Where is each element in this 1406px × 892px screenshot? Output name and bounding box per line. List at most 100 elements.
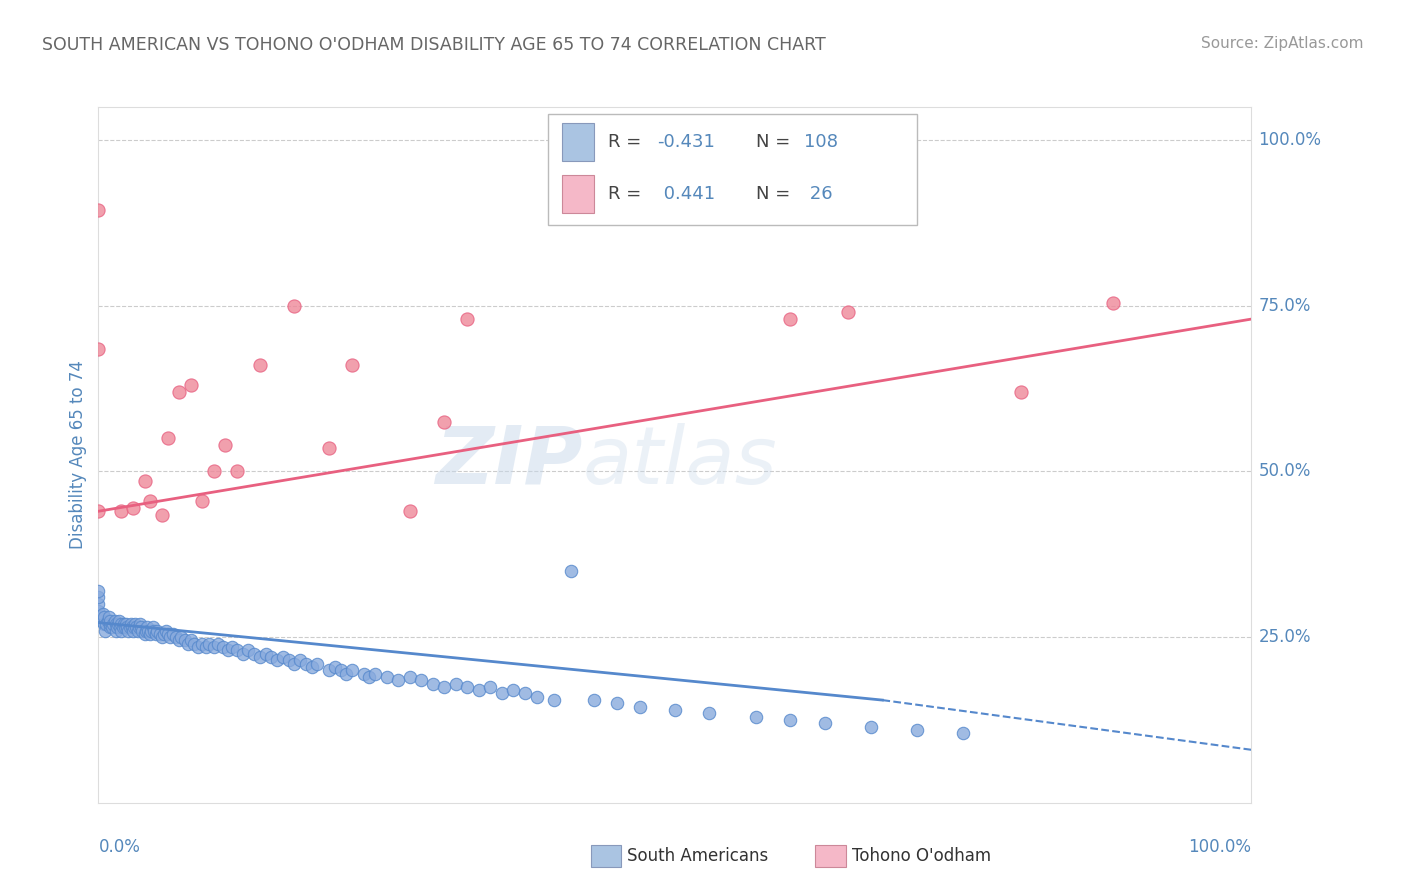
Point bbox=[150, 630, 173, 644]
Point bbox=[664, 703, 686, 717]
Point bbox=[307, 657, 329, 671]
Text: R =: R = bbox=[607, 185, 647, 203]
Point bbox=[150, 508, 173, 522]
Point bbox=[93, 616, 115, 631]
Point bbox=[526, 690, 548, 704]
Point bbox=[93, 610, 115, 624]
Point bbox=[165, 630, 187, 644]
Point bbox=[153, 627, 176, 641]
Point bbox=[118, 620, 141, 634]
Point bbox=[180, 378, 202, 392]
Point bbox=[167, 633, 190, 648]
Point bbox=[323, 660, 346, 674]
Point bbox=[260, 650, 283, 665]
Point bbox=[97, 614, 120, 628]
Point bbox=[87, 504, 110, 518]
Point bbox=[329, 663, 352, 677]
Point bbox=[87, 202, 110, 217]
Point bbox=[513, 686, 536, 700]
Bar bbox=[562, 123, 595, 161]
Point bbox=[283, 299, 305, 313]
Point bbox=[120, 616, 142, 631]
Point bbox=[90, 614, 112, 628]
Point bbox=[107, 616, 129, 631]
Point bbox=[207, 637, 229, 651]
Bar bbox=[548, 114, 917, 226]
Point bbox=[277, 653, 299, 667]
Point bbox=[353, 666, 375, 681]
Point bbox=[225, 465, 247, 479]
Point bbox=[699, 706, 721, 721]
Point bbox=[167, 384, 190, 399]
Point bbox=[180, 633, 202, 648]
Point bbox=[142, 620, 165, 634]
Point bbox=[456, 680, 478, 694]
Point bbox=[134, 627, 156, 641]
Point bbox=[156, 627, 179, 641]
Bar bbox=[562, 175, 595, 213]
Point bbox=[318, 442, 340, 456]
Point bbox=[295, 657, 318, 671]
Point bbox=[110, 624, 132, 638]
Point bbox=[301, 660, 323, 674]
Point bbox=[187, 640, 209, 654]
Point bbox=[98, 614, 121, 628]
Point bbox=[194, 640, 217, 654]
Point bbox=[779, 713, 801, 727]
Point bbox=[91, 607, 114, 621]
Point bbox=[104, 616, 127, 631]
Point bbox=[110, 616, 132, 631]
Point bbox=[814, 716, 837, 731]
Point bbox=[433, 415, 456, 429]
Point bbox=[254, 647, 277, 661]
Point bbox=[145, 627, 167, 641]
Point bbox=[1102, 295, 1125, 310]
Point bbox=[128, 620, 150, 634]
Text: R =: R = bbox=[607, 133, 647, 151]
Point bbox=[422, 676, 444, 690]
Point bbox=[146, 624, 169, 638]
Point bbox=[271, 650, 294, 665]
Point bbox=[249, 650, 271, 665]
Point bbox=[142, 624, 165, 638]
Text: N =: N = bbox=[755, 185, 796, 203]
Point bbox=[231, 647, 254, 661]
Point bbox=[779, 312, 801, 326]
Point bbox=[744, 709, 766, 723]
Point bbox=[129, 616, 152, 631]
Point bbox=[135, 620, 157, 634]
Point bbox=[98, 616, 121, 631]
Point bbox=[111, 620, 134, 634]
Point bbox=[225, 643, 247, 657]
Point bbox=[159, 630, 181, 644]
Point bbox=[148, 627, 170, 641]
Point bbox=[243, 647, 266, 661]
Point bbox=[191, 637, 214, 651]
Point bbox=[125, 620, 148, 634]
Point bbox=[859, 720, 882, 734]
Point bbox=[139, 494, 162, 508]
Point bbox=[96, 616, 118, 631]
Point bbox=[117, 620, 139, 634]
Point bbox=[87, 597, 110, 611]
Point bbox=[202, 640, 225, 654]
Point bbox=[502, 683, 524, 698]
Point bbox=[139, 627, 162, 641]
Point bbox=[131, 624, 153, 638]
Point bbox=[491, 686, 513, 700]
Point bbox=[335, 666, 357, 681]
Point bbox=[156, 431, 179, 445]
Text: 75.0%: 75.0% bbox=[1258, 297, 1310, 315]
Y-axis label: Disability Age 65 to 74: Disability Age 65 to 74 bbox=[69, 360, 87, 549]
Text: -0.431: -0.431 bbox=[658, 133, 716, 151]
Point bbox=[87, 591, 110, 605]
Text: SOUTH AMERICAN VS TOHONO O'ODHAM DISABILITY AGE 65 TO 74 CORRELATION CHART: SOUTH AMERICAN VS TOHONO O'ODHAM DISABIL… bbox=[42, 36, 825, 54]
Point bbox=[340, 663, 363, 677]
Point bbox=[124, 616, 146, 631]
Point bbox=[318, 663, 340, 677]
Point bbox=[136, 624, 159, 638]
Text: atlas: atlas bbox=[582, 423, 778, 501]
Point bbox=[101, 620, 124, 634]
Point bbox=[170, 630, 193, 644]
Point bbox=[398, 504, 420, 518]
